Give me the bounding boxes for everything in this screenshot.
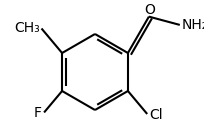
Text: F: F (34, 106, 42, 120)
Text: O: O (144, 3, 155, 17)
Text: Cl: Cl (149, 108, 163, 122)
Text: CH₃: CH₃ (14, 22, 40, 35)
Text: NH₂: NH₂ (182, 18, 204, 32)
